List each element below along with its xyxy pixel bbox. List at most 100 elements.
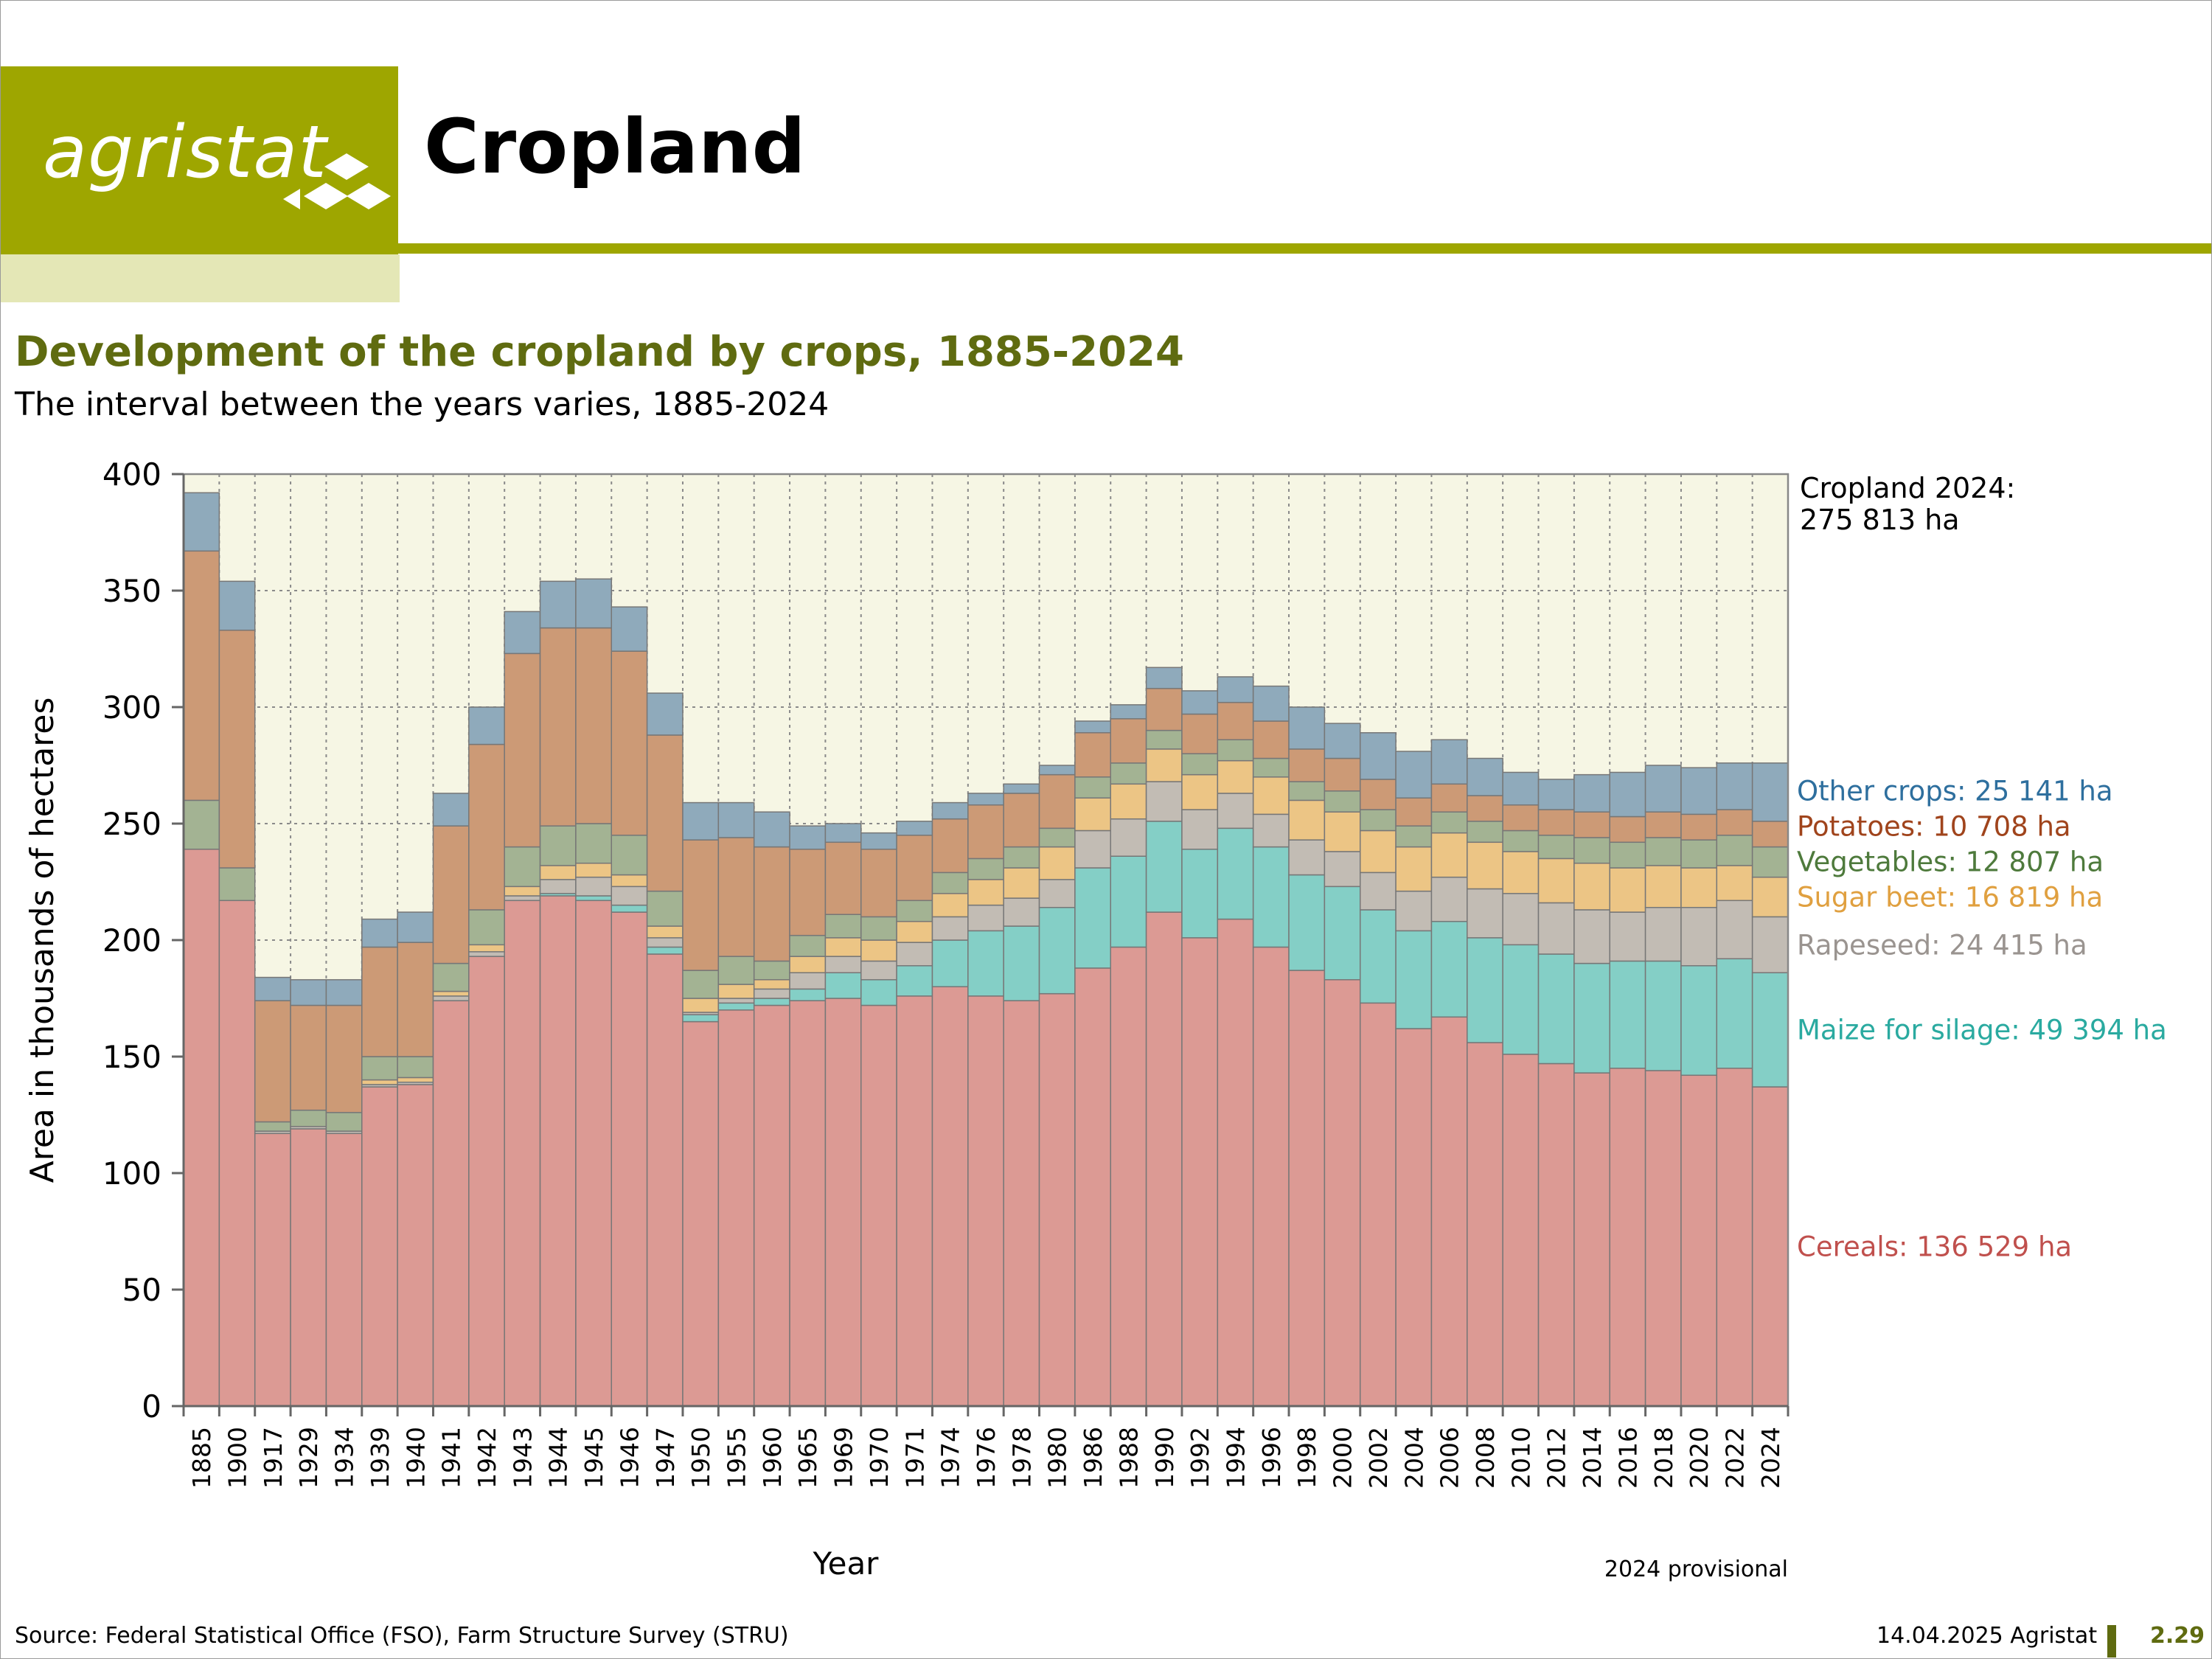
x-tick-label: 1998 [1293,1427,1321,1489]
bar-segment-potatoes [967,804,1004,860]
bar-segment-cereals [325,1133,363,1407]
x-tick-label: 1988 [1114,1427,1143,1489]
bar-segment-rapeseed [1430,876,1468,922]
bar-segment-sugar-beet [1145,748,1183,782]
bar-segment-vegetables [611,835,648,876]
bar-segment-other-crops [575,578,613,629]
bar-segment-cereals [1003,1000,1040,1407]
bar-segment-sugar-beet [1609,867,1646,913]
footer-date: 14.04.2025 Agristat [1877,1623,2098,1649]
bar-segment-vegetables [361,1056,398,1081]
bar-segment-potatoes [611,650,648,836]
bar-segment-cereals [931,986,969,1407]
y-tick-label: 250 [102,806,161,842]
bar-segment-sugar-beet [1003,867,1040,899]
x-tick-label: 1946 [615,1427,644,1489]
bar-segment-other-crops [361,918,398,948]
bar-segment-cereals [1038,992,1076,1407]
x-axis-title: Year [813,1545,880,1582]
bar-segment-maize-for-silage [1573,962,1610,1074]
bar-segment-potatoes [1395,797,1433,827]
bar-segment-sugar-beet [1716,865,1753,902]
bar-segment-sugar-beet [1680,867,1718,908]
bar-segment-other-crops [646,692,684,736]
bar-segment-vegetables [575,823,613,864]
chart-title: Development of the cropland by crops, 18… [15,328,1184,376]
bar-segment-sugar-beet [1502,851,1540,894]
page-title: Cropland [424,103,806,191]
bar-segment-sugar-beet [1359,830,1397,874]
bar-segment-potatoes [931,818,969,874]
x-tick-label: 2018 [1649,1427,1678,1489]
bar-segment-cereals [432,1000,470,1407]
x-tick-label: 2008 [1471,1427,1500,1489]
bar-segment-sugar-beet [1537,858,1575,904]
bar-segment-cereals [1573,1072,1610,1407]
y-tick-label: 350 [102,573,161,609]
bar-segment-potatoes [753,846,790,962]
bar-segment-other-crops [218,580,256,631]
bar-segment-rapeseed [896,942,933,967]
x-tick-label: 1945 [580,1427,608,1489]
bar-segment-vegetables [824,914,862,939]
bar-segment-sugar-beet [1288,799,1326,841]
agristat-logo-text: agristat [43,111,327,195]
x-tick-label: 1941 [437,1427,466,1489]
bar-segment-rapeseed [1252,813,1290,848]
bar-segment-maize-for-silage [1609,960,1646,1069]
bar-segment-cereals [575,900,613,1407]
bar-segment-rapeseed [860,960,897,981]
bar-segment-potatoes [468,743,505,911]
x-tick-label: 1986 [1079,1427,1107,1489]
y-tick-label: 400 [102,456,161,493]
slide-number: 2.29 [2150,1623,2205,1649]
x-tick-label: 1976 [972,1427,1001,1489]
bar-segment-cereals [1680,1074,1718,1407]
bar-segment-other-crops [611,606,648,652]
bar-segment-rapeseed [1395,890,1433,932]
bar-segment-potatoes [1074,732,1111,778]
bar-segment-maize-for-silage [1217,827,1254,920]
bar-segment-maize-for-silage [860,978,897,1006]
x-tick-label: 1942 [473,1427,501,1489]
x-tick-label: 1955 [723,1427,751,1489]
bar-segment-maize-for-silage [1038,907,1076,995]
bar-segment-potatoes [325,1004,363,1113]
y-axis-title: Area in thousands of hectares [24,698,61,1183]
bar-segment-sugar-beet [1217,759,1254,794]
bar-segment-other-crops [682,801,720,841]
bar-segment-rapeseed [1324,851,1361,888]
x-tick-label: 1940 [401,1427,430,1489]
series-label-maize-for-silage: Maize for silage: 49 394 ha [1797,1015,2167,1046]
bar-segment-potatoes [1003,793,1040,848]
bar-segment-maize-for-silage [1359,909,1397,1004]
bar-segment-maize-for-silage [1324,886,1361,981]
bar-segment-other-crops [397,911,434,943]
x-tick-label: 1990 [1150,1427,1179,1489]
bar-segment-other-crops [1573,773,1610,813]
bar-segment-vegetables [1074,776,1111,799]
bar-segment-vegetables [1395,825,1433,848]
bar-segment-cereals [1252,946,1290,1407]
x-tick-label: 1939 [366,1427,394,1489]
bar-segment-vegetables [1716,835,1753,866]
bar-segment-maize-for-silage [1537,953,1575,1065]
bar-segment-other-crops [1252,685,1290,722]
series-label-cereals: Cereals: 136 529 ha [1797,1231,2072,1263]
bar-segment-cereals [1359,1002,1397,1407]
bar-segment-rapeseed [1716,900,1753,960]
x-tick-label: 1971 [900,1427,929,1489]
bar-segment-potatoes [1145,687,1183,731]
bar-segment-sugar-beet [931,893,969,918]
bar-segment-potatoes [682,839,720,971]
bar-segment-maize-for-silage [896,965,933,997]
bar-segment-potatoes [290,1004,327,1111]
bar-segment-potatoes [183,550,220,801]
bar-segment-rapeseed [1217,793,1254,830]
bar-segment-maize-for-silage [1716,958,1753,1069]
bar-segment-other-crops [717,801,755,838]
bar-segment-vegetables [1324,790,1361,813]
bar-segment-vegetables [1751,846,1789,878]
